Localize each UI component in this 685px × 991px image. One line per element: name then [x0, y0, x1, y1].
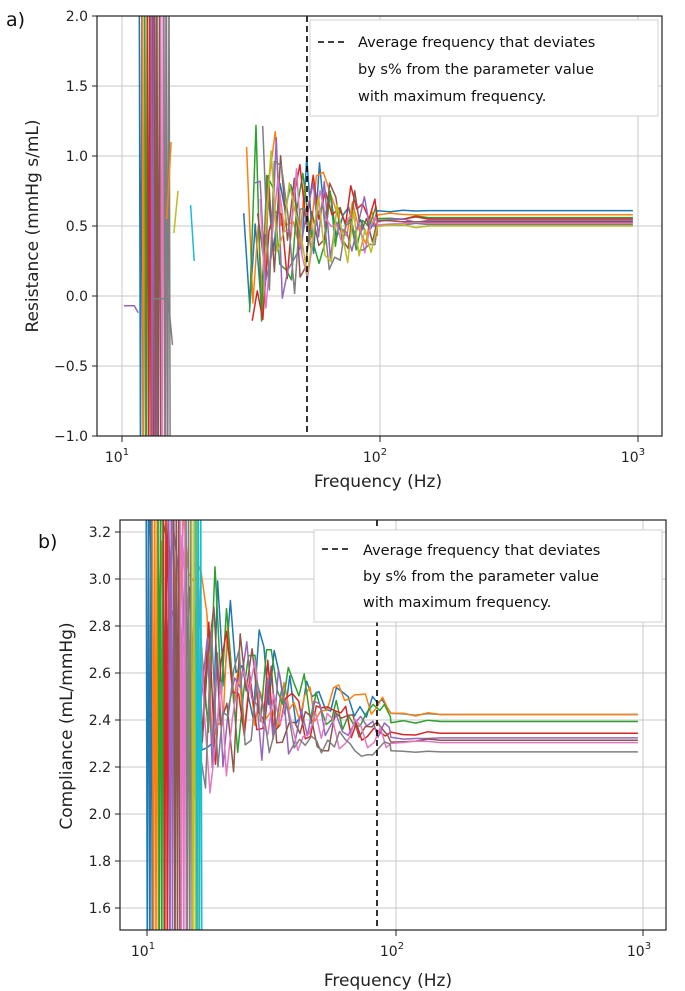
panel-a-y-tick-label: 0.5	[66, 219, 88, 235]
panel-a-label: a)	[6, 9, 25, 31]
panel-a-series	[124, 16, 633, 436]
panel-a-y-tick-label: 0.0	[66, 289, 88, 305]
series-spike	[145, 520, 153, 930]
series-line	[176, 534, 638, 794]
panel-b-y-tick-label: 2.0	[89, 807, 111, 823]
panel-b-y-axis-title: Compliance (mL/mmHg)	[57, 622, 77, 829]
series-fragment	[124, 305, 139, 314]
series-line	[256, 154, 633, 278]
series-fragment	[152, 298, 174, 346]
series-fragment	[173, 190, 179, 234]
panel-b: b) 1.6	[38, 519, 667, 991]
panel-a: a) −1.0 −0.5 0.0	[6, 9, 663, 492]
series-fragment	[189, 204, 195, 262]
series-line	[180, 627, 638, 798]
panel-a-y-tick-label: 1.0	[66, 149, 88, 165]
panel-a-y-ticks: −1.0 −0.5 0.0 0.5 1.0 1.5 2.0	[54, 9, 97, 445]
panel-b-legend-text: with maximum frequency.	[363, 595, 551, 611]
series-line	[160, 520, 638, 776]
panel-b-x-ticks: 101 102 103	[131, 930, 651, 960]
panel-b-label: b)	[38, 531, 57, 553]
panel-a-y-tick-label: 2.0	[66, 9, 88, 25]
series-line	[259, 168, 633, 309]
panel-a-y-axis-title: Resistance (mmHg s/mL)	[23, 120, 43, 333]
panel-a-legend-text: by s% from the parameter value	[358, 62, 594, 78]
panel-b-y-tick-label: 2.2	[89, 760, 111, 776]
panel-a-x-tick-label: 103	[621, 447, 645, 466]
panel-a-legend: Average frequency that deviates by s% fr…	[309, 19, 659, 117]
panel-b-y-tick-label: 2.8	[89, 619, 111, 635]
series-line	[155, 520, 638, 803]
panel-b-legend-box	[313, 529, 663, 623]
panel-a-x-tick-label: 102	[363, 447, 387, 466]
series-spike	[179, 520, 187, 930]
panel-a-x-axis-title: Frequency (Hz)	[314, 472, 442, 492]
series-spike	[153, 16, 162, 436]
panel-b-x-tick-label: 101	[131, 941, 155, 960]
series-spike	[173, 520, 181, 930]
series-line	[264, 150, 633, 275]
panel-a-legend-box	[309, 19, 659, 117]
panel-b-y-tick-label: 3.0	[89, 572, 111, 588]
panel-a-legend-text: with maximum frequency.	[358, 89, 546, 105]
series-spike	[151, 520, 160, 930]
panel-b-x-tick-label: 103	[627, 941, 651, 960]
series-fragment	[166, 141, 172, 220]
series-line	[166, 520, 638, 793]
panel-b-legend-text: Average frequency that deviates	[363, 543, 600, 559]
panel-b-y-tick-label: 1.6	[89, 901, 111, 917]
panel-b-x-tick-label: 102	[380, 941, 404, 960]
panel-b-y-tick-label: 3.2	[89, 525, 111, 541]
panel-a-x-ticks: 101 102 103	[105, 436, 645, 466]
panel-b-legend-text: by s% from the parameter value	[363, 569, 599, 585]
panel-a-x-tick-label: 101	[105, 447, 129, 466]
panel-a-y-tick-label: −1.0	[54, 429, 88, 445]
panel-b-series	[145, 520, 638, 930]
series-line	[245, 130, 633, 312]
series-line	[254, 136, 633, 299]
series-spike	[163, 16, 171, 436]
panel-b-x-axis-title: Frequency (Hz)	[324, 971, 452, 991]
panel-b-y-tick-label: 1.8	[89, 854, 111, 870]
panel-b-y-tick-label: 2.6	[89, 666, 111, 682]
panel-b-y-ticks: 1.6 1.8 2.0 2.2 2.4 2.6 2.8 3.0 3.2	[89, 525, 120, 917]
panel-b-plot-frame	[119, 519, 667, 931]
panel-b-legend: Average frequency that deviates by s% fr…	[313, 529, 663, 623]
series-spike	[195, 520, 203, 930]
panel-a-y-tick-label: −0.5	[54, 359, 88, 375]
panel-b-y-tick-label: 2.4	[89, 713, 111, 729]
series-spike	[190, 520, 199, 930]
panel-a-y-tick-label: 1.5	[66, 79, 88, 95]
panel-a-legend-text: Average frequency that deviates	[358, 35, 595, 51]
